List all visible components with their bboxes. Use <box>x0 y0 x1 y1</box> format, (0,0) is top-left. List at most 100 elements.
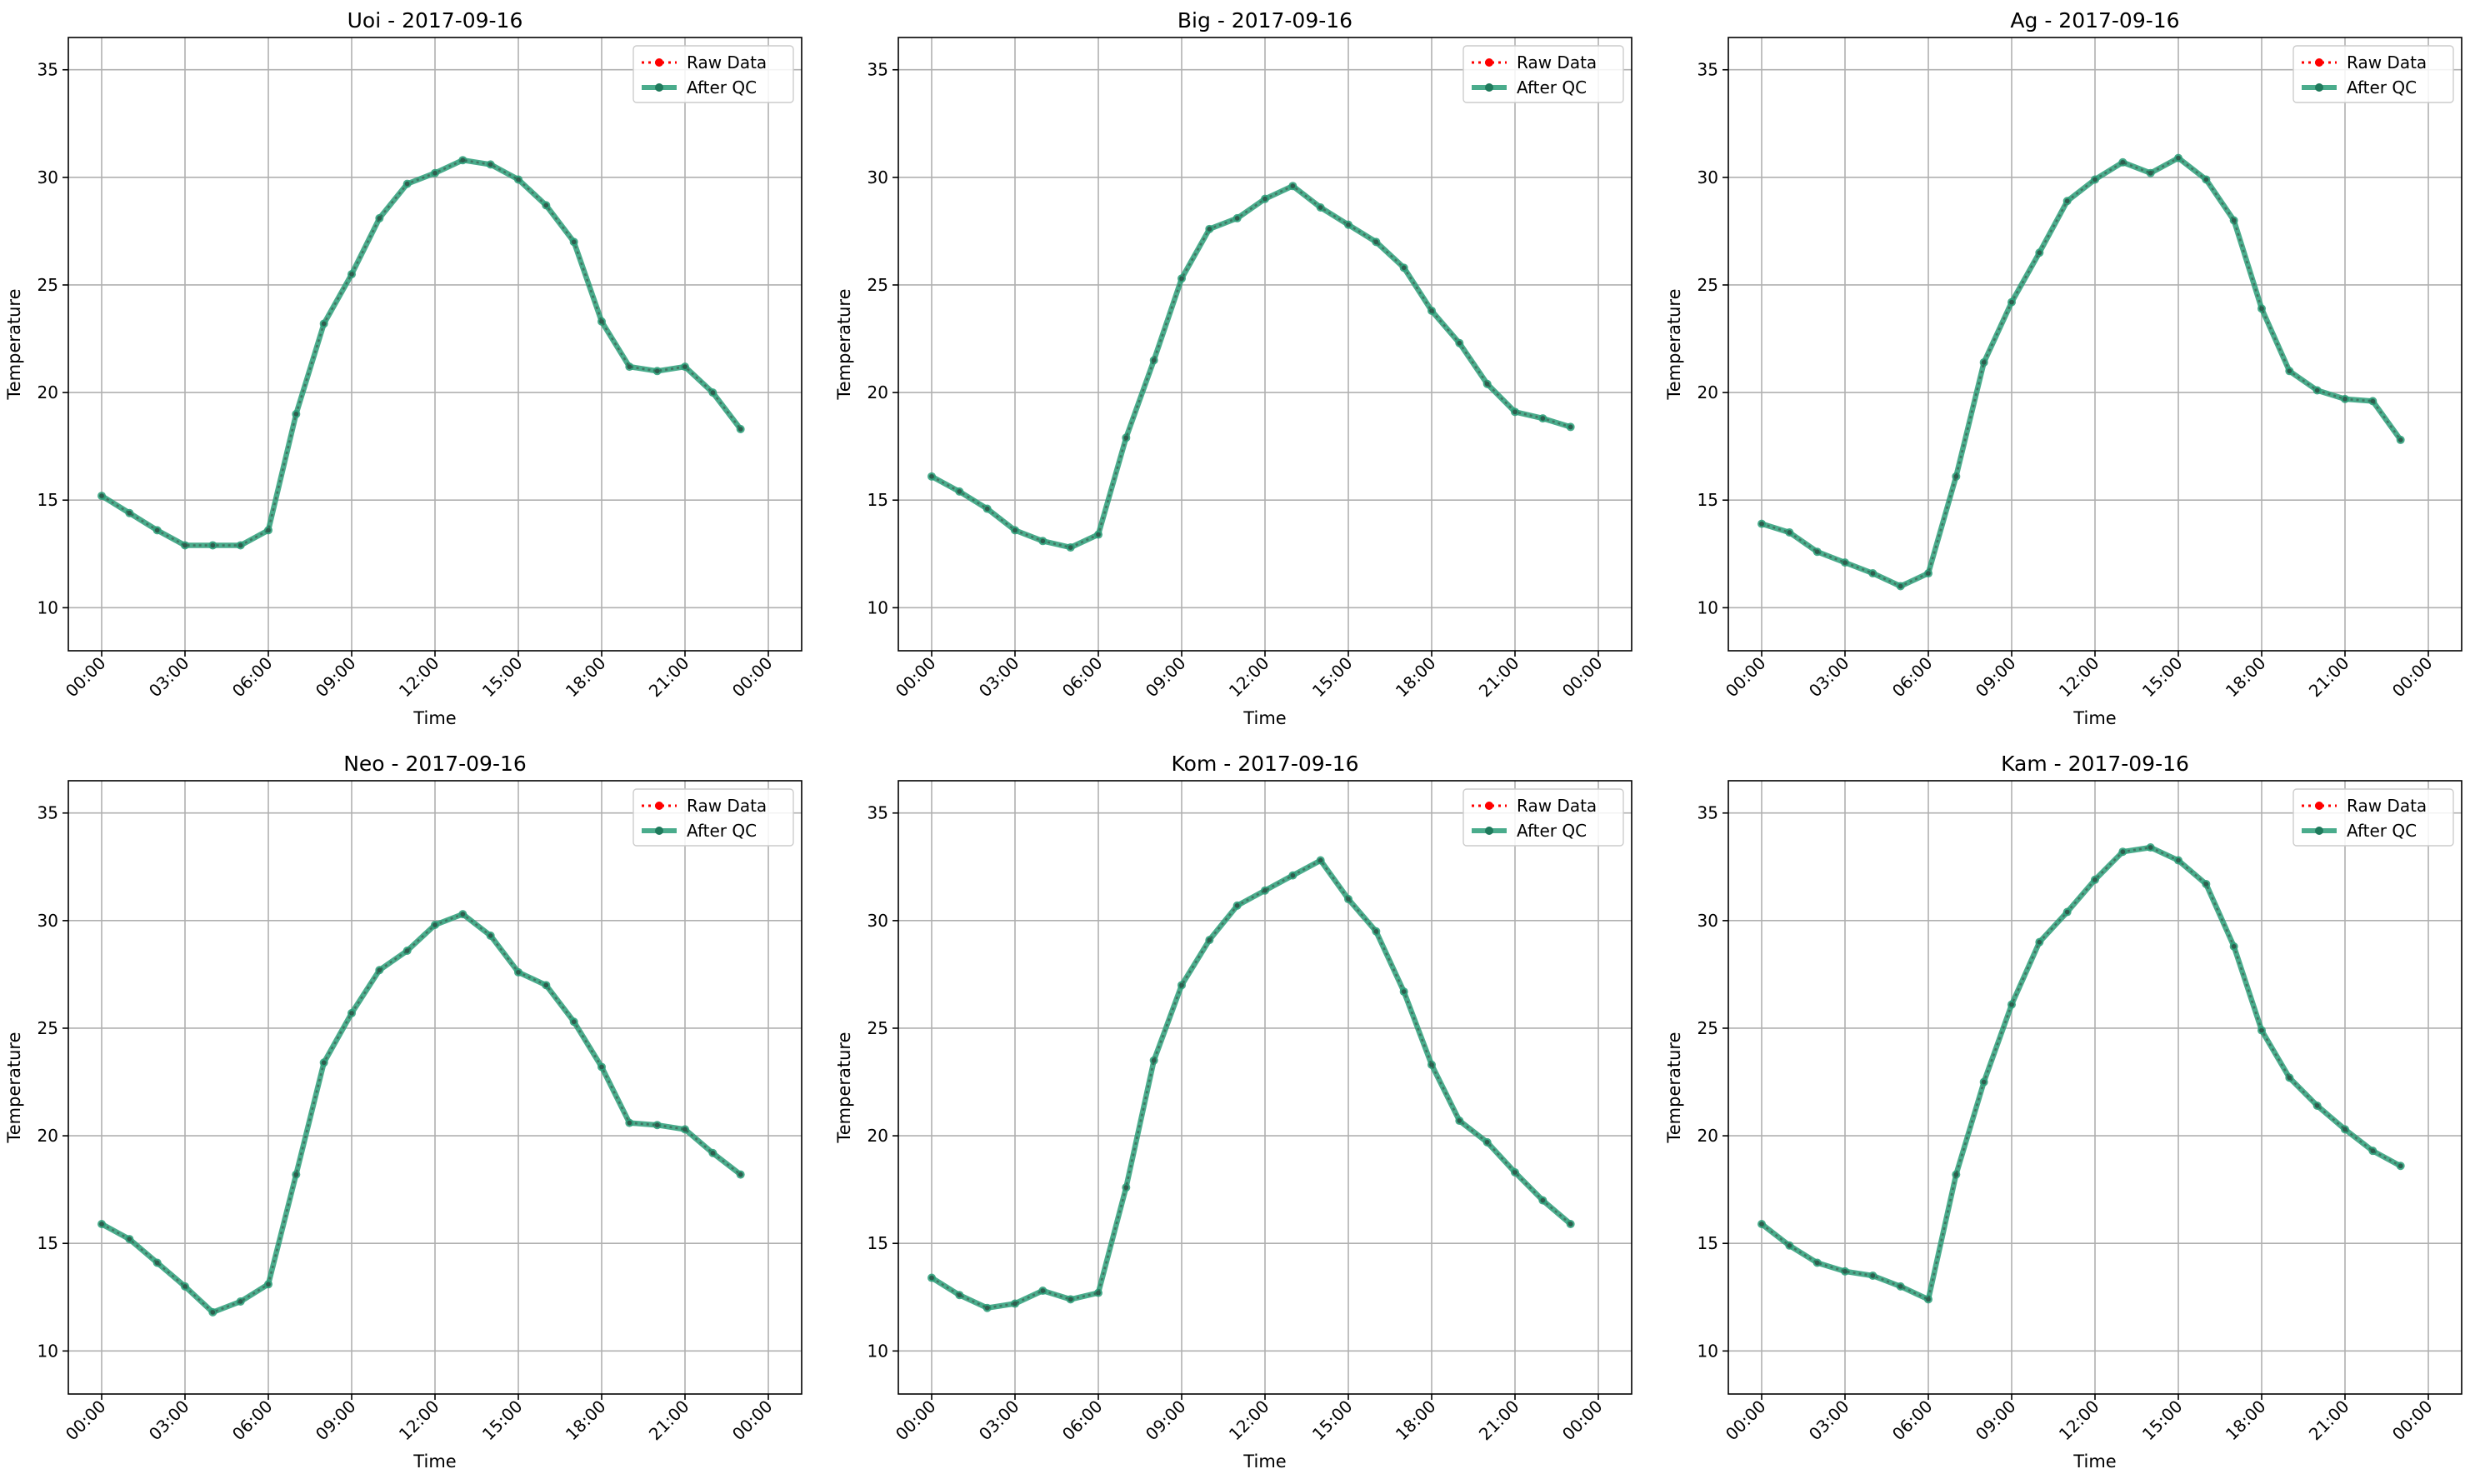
legend-label-raw-data: Raw Data <box>2347 796 2427 816</box>
point-raw-data <box>1981 360 1987 365</box>
point-raw-data <box>377 216 382 221</box>
x-axis-label: Time <box>1242 708 1286 728</box>
point-raw-data <box>266 527 271 533</box>
point-raw-data <box>1373 239 1379 245</box>
point-raw-data <box>1318 205 1323 210</box>
subplot-1: 10 15 20 25 30 35 00:00 03:00 06:00 09:00 12:00 15:… <box>4 8 802 728</box>
subplot-title: Ag - 2017-09-16 <box>2010 8 2179 32</box>
point-raw-data <box>543 982 549 988</box>
point-raw-data <box>1484 381 1490 387</box>
x-tick-label: 09:00 <box>1972 653 2020 702</box>
point-raw-data <box>1842 560 1848 565</box>
x-tick-label: 00:00 <box>62 1397 110 1445</box>
point-raw-data <box>321 1060 327 1066</box>
y-tick-label: 10 <box>1698 1341 1718 1361</box>
subplot-4: 10 15 20 25 30 35 00:00 03:00 06:00 09:00 12:00 15:… <box>4 752 802 1472</box>
point-raw-data <box>1759 1222 1764 1227</box>
legend-label-raw-data: Raw Data <box>687 796 767 816</box>
y-tick-label: 15 <box>868 1233 888 1253</box>
x-axis-label: Time <box>1242 1452 1286 1472</box>
x-tick-label: 21:00 <box>2305 1397 2353 1445</box>
point-raw-data <box>2092 177 2098 182</box>
point-raw-data <box>2287 1075 2292 1081</box>
x-tick-label: 21:00 <box>1475 1397 1523 1445</box>
point-raw-data <box>1926 1297 1931 1302</box>
subplot-2: 10 15 20 25 30 35 00:00 03:00 06:00 09:00 12:00 15:… <box>834 8 1632 728</box>
point-raw-data <box>654 368 660 374</box>
point-raw-data <box>1540 416 1546 421</box>
legend-label-raw-data: Raw Data <box>687 52 767 72</box>
point-raw-data <box>182 542 188 548</box>
x-tick-label: 18:00 <box>562 653 610 702</box>
point-raw-data <box>1568 424 1573 430</box>
y-axis-label: Temperature <box>834 1032 854 1143</box>
point-raw-data <box>99 493 104 498</box>
point-raw-data <box>929 474 934 479</box>
point-raw-data <box>2398 437 2403 442</box>
legend-label-after-qc: After QC <box>687 821 757 841</box>
point-raw-data <box>627 364 632 369</box>
x-tick-label: 00:00 <box>1558 653 1607 702</box>
point-raw-data <box>516 177 521 182</box>
point-raw-data <box>377 967 382 973</box>
point-raw-data <box>1123 435 1129 441</box>
x-tick-label: 03:00 <box>975 1397 1023 1445</box>
point-raw-data <box>984 506 990 512</box>
legend-marker-after-qc <box>655 83 663 92</box>
point-raw-data <box>2037 939 2042 945</box>
point-raw-data <box>1096 532 1101 537</box>
point-raw-data <box>1207 227 1212 232</box>
x-tick-label: 00:00 <box>728 653 777 702</box>
x-tick-label: 15:00 <box>2138 1397 2187 1445</box>
y-tick-label: 20 <box>868 382 888 402</box>
subplot-title: Kam - 2017-09-16 <box>2001 752 2189 776</box>
legend-label-raw-data: Raw Data <box>1517 796 1597 816</box>
point-raw-data <box>1346 222 1351 227</box>
x-tick-label: 00:00 <box>892 653 940 702</box>
x-tick-label: 21:00 <box>2305 653 2353 702</box>
legend-label-raw-data: Raw Data <box>1517 52 1597 72</box>
x-tick-label: 06:00 <box>1888 653 1937 702</box>
subplot-title: Kom - 2017-09-16 <box>1172 752 1359 776</box>
point-raw-data <box>1068 1297 1073 1302</box>
point-raw-data <box>154 1260 160 1266</box>
y-tick-label: 30 <box>38 167 58 187</box>
point-raw-data <box>1012 527 1018 533</box>
x-tick-label: 21:00 <box>645 1397 693 1445</box>
point-raw-data <box>1151 1057 1157 1063</box>
point-raw-data <box>571 1019 577 1025</box>
legend-label-after-qc: After QC <box>2347 821 2417 841</box>
point-raw-data <box>1814 549 1820 555</box>
y-tick-label: 10 <box>38 1341 58 1361</box>
subplot-title: Big - 2017-09-16 <box>1178 8 1352 32</box>
point-raw-data <box>1179 982 1184 988</box>
x-tick-label: 03:00 <box>975 653 1023 702</box>
x-tick-label: 03:00 <box>1805 1397 1853 1445</box>
x-tick-label: 00:00 <box>2388 653 2437 702</box>
y-tick-label: 30 <box>868 911 888 931</box>
x-axis-label: Time <box>412 1452 456 1472</box>
x-tick-label: 00:00 <box>2388 1397 2437 1445</box>
point-raw-data <box>682 364 688 369</box>
y-tick-label: 25 <box>1698 1018 1718 1038</box>
x-tick-label: 12:00 <box>395 1397 443 1445</box>
point-raw-data <box>1151 357 1157 363</box>
point-raw-data <box>2064 909 2070 915</box>
legend-marker-raw-data <box>655 58 663 67</box>
subplot-5: 10 15 20 25 30 35 00:00 03:00 06:00 09:00 12:00 15:… <box>834 752 1632 1472</box>
y-tick-label: 30 <box>1698 167 1718 187</box>
point-raw-data <box>1898 583 1903 589</box>
point-raw-data <box>1842 1269 1848 1274</box>
point-raw-data <box>710 1150 716 1156</box>
legend-label-after-qc: After QC <box>687 77 757 97</box>
point-raw-data <box>1401 989 1407 994</box>
x-tick-label: 03:00 <box>1805 653 1853 702</box>
y-tick-label: 30 <box>1698 911 1718 931</box>
point-raw-data <box>1429 308 1434 313</box>
x-tick-label: 00:00 <box>1722 653 1770 702</box>
point-raw-data <box>349 272 354 277</box>
point-raw-data <box>571 239 577 245</box>
x-tick-label: 09:00 <box>1142 1397 1190 1445</box>
y-tick-label: 20 <box>38 1126 58 1146</box>
